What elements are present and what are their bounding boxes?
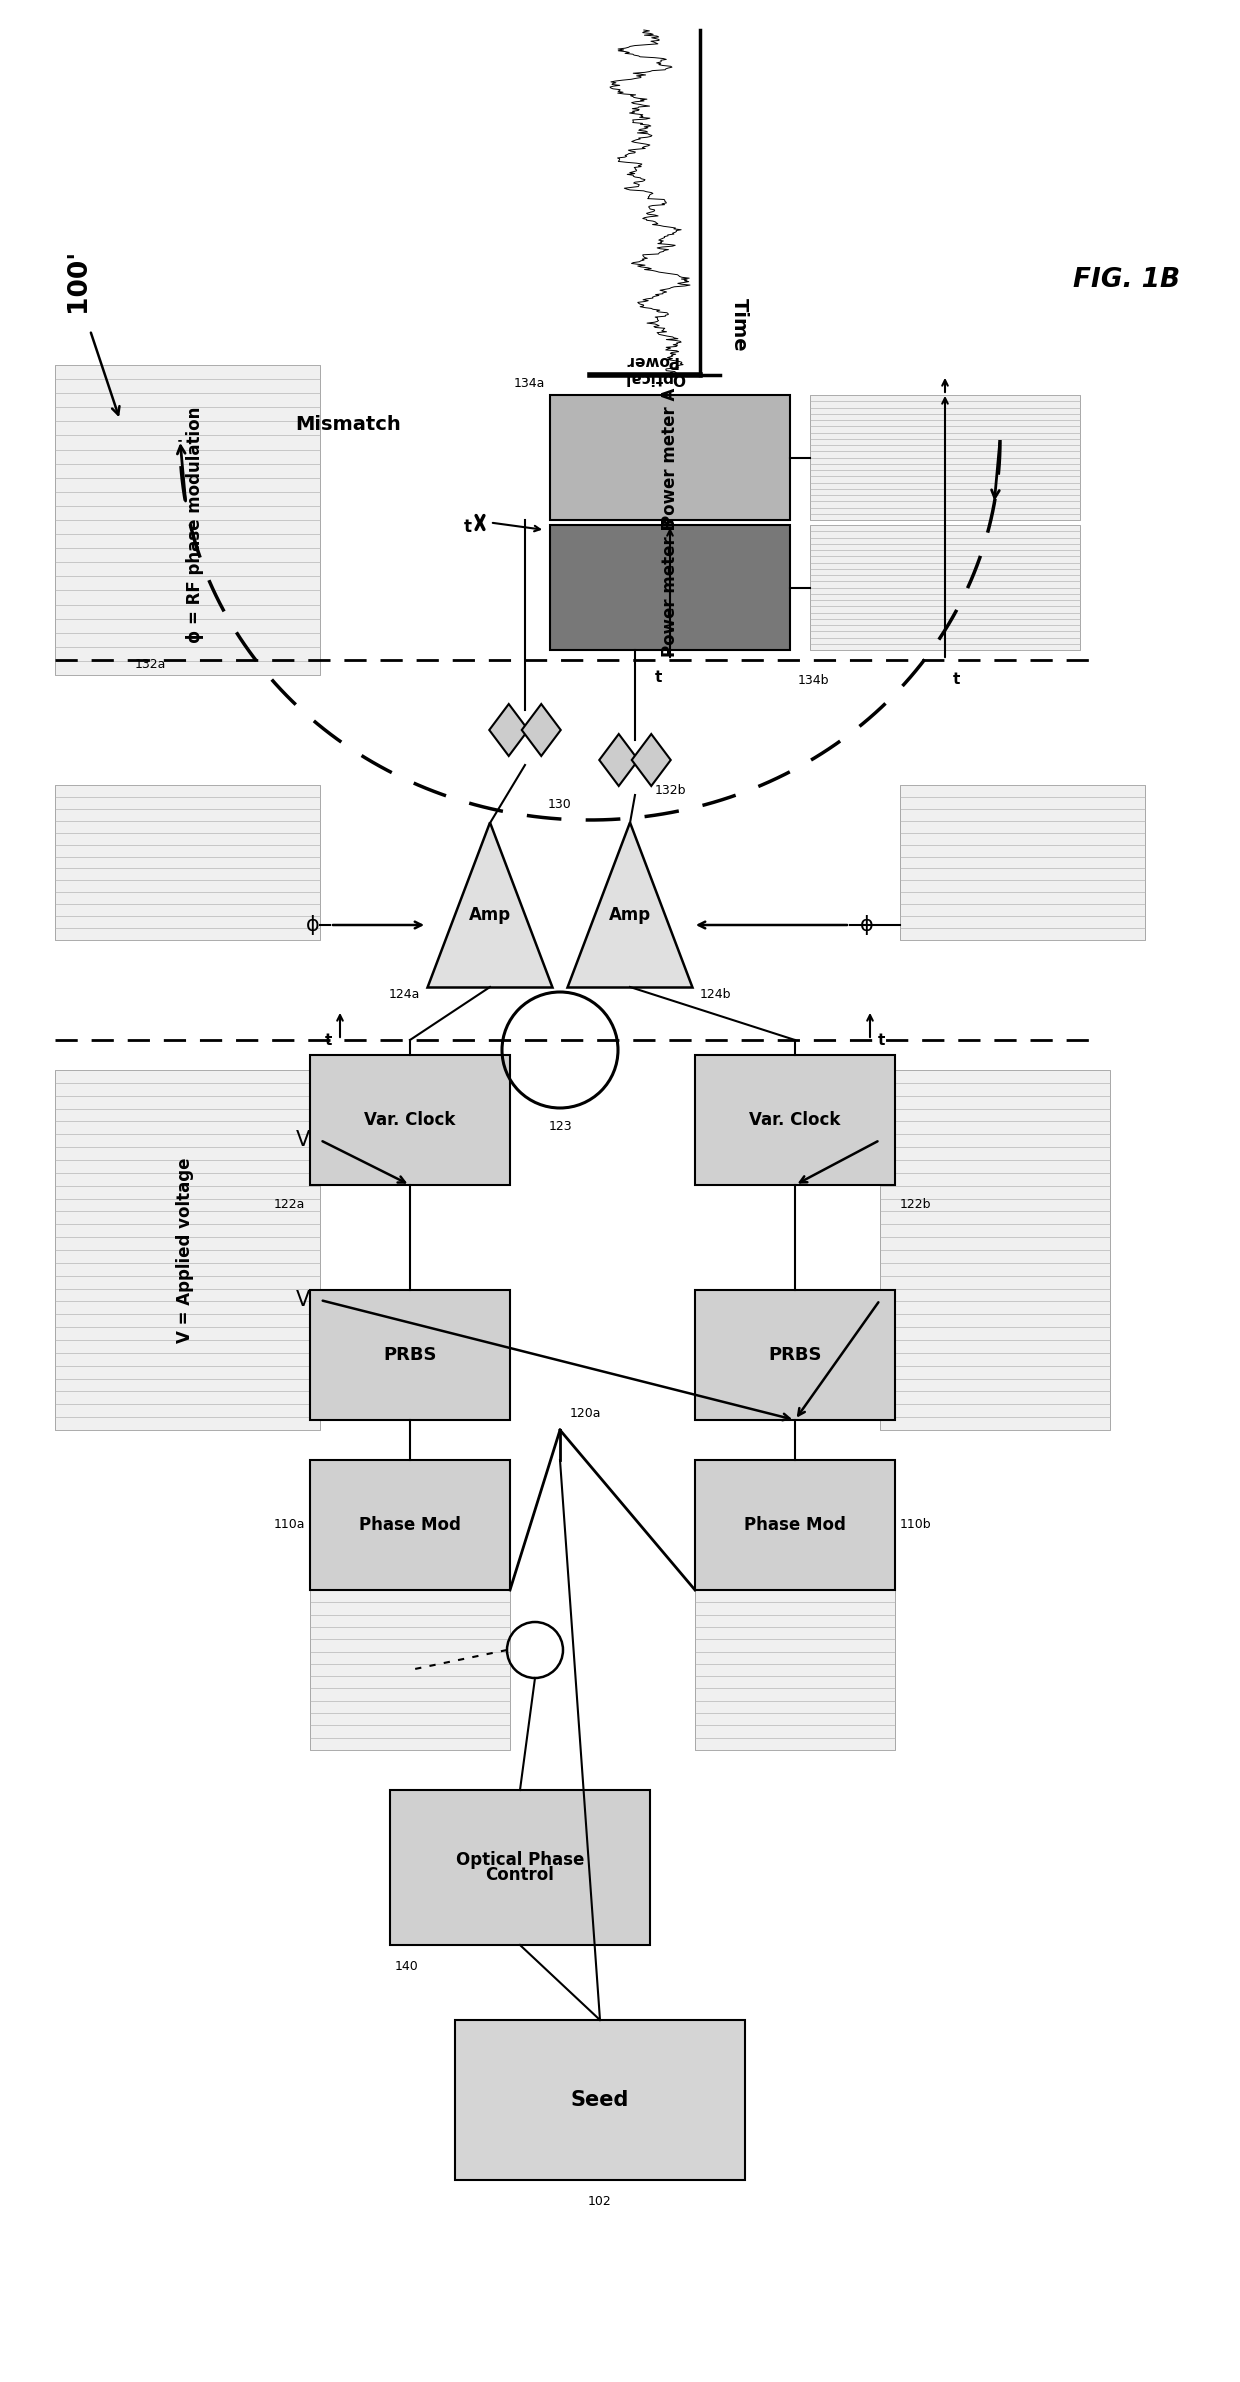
- Text: 102: 102: [588, 2194, 611, 2208]
- Text: V: V: [296, 1129, 310, 1151]
- Text: 122b: 122b: [900, 1198, 931, 1212]
- Polygon shape: [599, 734, 639, 786]
- Text: Seed: Seed: [570, 2089, 629, 2110]
- Bar: [694, 1460, 895, 1591]
- Text: ϕ: ϕ: [861, 915, 874, 936]
- Bar: [880, 1070, 1110, 1429]
- Bar: [694, 1291, 895, 1420]
- Text: 110b: 110b: [900, 1517, 931, 1532]
- Bar: [55, 786, 320, 941]
- Text: 140: 140: [396, 1960, 419, 1972]
- Bar: [810, 395, 1080, 519]
- Polygon shape: [522, 705, 560, 755]
- Text: 134a: 134a: [513, 376, 546, 391]
- Text: t: t: [325, 1034, 332, 1048]
- Text: PRBS: PRBS: [769, 1346, 822, 1365]
- Text: t: t: [464, 519, 472, 536]
- Text: 124b: 124b: [701, 989, 732, 1000]
- Text: ϕ: ϕ: [306, 915, 320, 936]
- Text: t: t: [878, 1034, 885, 1048]
- Text: ϕ = RF phase modulation: ϕ = RF phase modulation: [186, 407, 205, 643]
- Text: PRBS: PRBS: [383, 1346, 436, 1365]
- Bar: [310, 1460, 510, 1591]
- Text: t: t: [655, 669, 662, 686]
- Text: 110a: 110a: [274, 1517, 305, 1532]
- Text: Amp: Amp: [609, 905, 651, 924]
- Bar: [810, 524, 1080, 650]
- Text: 134b: 134b: [799, 674, 830, 686]
- Text: Phase Mod: Phase Mod: [744, 1515, 846, 1534]
- Text: Power meter A: Power meter A: [661, 388, 680, 526]
- Text: Optical
Power: Optical Power: [624, 353, 684, 386]
- Text: 100': 100': [64, 248, 91, 312]
- Text: t: t: [954, 672, 960, 686]
- Text: 130: 130: [548, 798, 572, 812]
- Bar: [55, 364, 320, 674]
- Text: Optical Phase: Optical Phase: [456, 1851, 584, 1870]
- Polygon shape: [568, 822, 692, 989]
- Bar: [55, 1070, 320, 1429]
- Text: Phase Mod: Phase Mod: [360, 1515, 461, 1534]
- Text: 120a: 120a: [570, 1408, 601, 1420]
- Text: 122a: 122a: [274, 1198, 305, 1212]
- Text: V = Applied voltage: V = Applied voltage: [176, 1158, 193, 1343]
- Bar: [455, 2020, 745, 2180]
- Text: 132a: 132a: [135, 657, 166, 672]
- Text: 132b: 132b: [655, 784, 687, 796]
- Text: FIG. 1B: FIG. 1B: [1073, 267, 1180, 293]
- Text: Time: Time: [730, 298, 749, 353]
- Text: Control: Control: [486, 1865, 554, 1884]
- Bar: [900, 786, 1145, 941]
- Bar: [310, 1291, 510, 1420]
- Polygon shape: [428, 822, 553, 989]
- Text: Mismatch: Mismatch: [295, 414, 401, 434]
- Bar: [310, 1591, 510, 1751]
- Text: Var. Clock: Var. Clock: [365, 1110, 455, 1129]
- Bar: [391, 1789, 650, 1946]
- Bar: [551, 524, 790, 650]
- Polygon shape: [490, 705, 528, 755]
- Polygon shape: [631, 734, 671, 786]
- Bar: [551, 395, 790, 519]
- Text: 124a: 124a: [388, 989, 420, 1000]
- Text: Power meter B: Power meter B: [661, 517, 680, 657]
- Text: Amp: Amp: [469, 905, 511, 924]
- Text: Var. Clock: Var. Clock: [749, 1110, 841, 1129]
- Text: 123: 123: [548, 1120, 572, 1134]
- Bar: [310, 1055, 510, 1184]
- Bar: [694, 1591, 895, 1751]
- Bar: [694, 1055, 895, 1184]
- Text: V: V: [296, 1291, 310, 1310]
